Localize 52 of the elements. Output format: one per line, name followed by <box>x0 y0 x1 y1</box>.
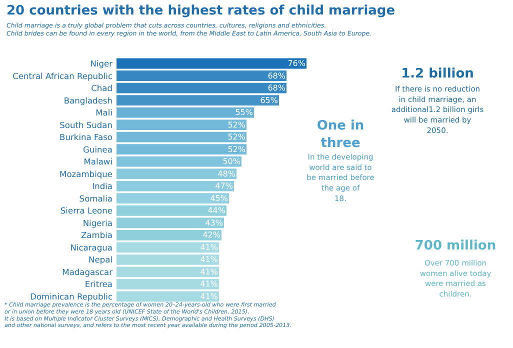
bar <box>116 58 306 69</box>
y-tick-label: Mali <box>96 108 113 118</box>
y-tick-label: Somalia <box>79 193 113 204</box>
y-tick-label: Malawi <box>84 156 113 167</box>
y-tick-label: Nigeria <box>82 218 113 228</box>
y-tick-label: Dominican Republic <box>30 291 113 302</box>
data-label: 65% <box>260 96 278 105</box>
data-label: 52% <box>228 120 246 130</box>
data-label: 43% <box>205 218 224 228</box>
data-label: 41% <box>200 292 218 301</box>
y-tick-label: India <box>92 181 113 192</box>
y-tick-label: Eritrea <box>84 279 113 290</box>
bar <box>116 120 246 130</box>
data-label: 68% <box>268 71 286 80</box>
data-label: 52% <box>228 144 246 154</box>
y-tick-label: Niger <box>90 58 114 68</box>
text: One in three <box>316 118 364 151</box>
y-tick-label: Nepal <box>88 254 112 265</box>
text: 1.2 billion <box>401 66 474 82</box>
bar <box>116 70 286 81</box>
y-tick-label: South Sudan <box>60 120 113 130</box>
y-tick-label: Central African Republic <box>12 70 113 81</box>
data-label: 41% <box>200 280 218 289</box>
y-tick-label: Mozambique <box>60 168 113 179</box>
data-label: 45% <box>210 194 228 203</box>
chart-title: 20 countries with the highest rates of child marriage <box>6 4 396 18</box>
text: 700 million <box>414 238 496 254</box>
data-label: 55% <box>235 108 254 118</box>
bar <box>116 95 279 106</box>
y-tick-label: Guinea <box>83 144 113 154</box>
data-label: 47% <box>215 182 234 191</box>
data-label: 76% <box>288 59 306 68</box>
bar <box>116 242 219 253</box>
data-label: 41% <box>200 267 218 276</box>
bar <box>116 107 254 118</box>
data-label: 41% <box>200 242 218 252</box>
y-tick-label: Nicaragua <box>70 242 113 252</box>
data-label: 50% <box>222 157 241 166</box>
data-label: 48% <box>218 169 236 178</box>
y-tick-label: Madagascar <box>62 266 114 277</box>
bar <box>116 230 222 240</box>
y-tick-label: Chad <box>91 83 113 94</box>
y-tick-label: Zambia <box>80 230 113 240</box>
y-tick-label: Bangladesh <box>64 95 113 106</box>
data-label: 42% <box>202 230 221 240</box>
data-label: 52% <box>228 132 246 142</box>
y-tick-label: Burkina Faso <box>60 132 113 142</box>
bar <box>116 82 286 94</box>
data-label: 41% <box>200 255 218 264</box>
y-tick-label: Sierra Leone <box>60 206 113 216</box>
data-label: 44% <box>208 206 226 216</box>
data-label: 68% <box>268 84 286 93</box>
